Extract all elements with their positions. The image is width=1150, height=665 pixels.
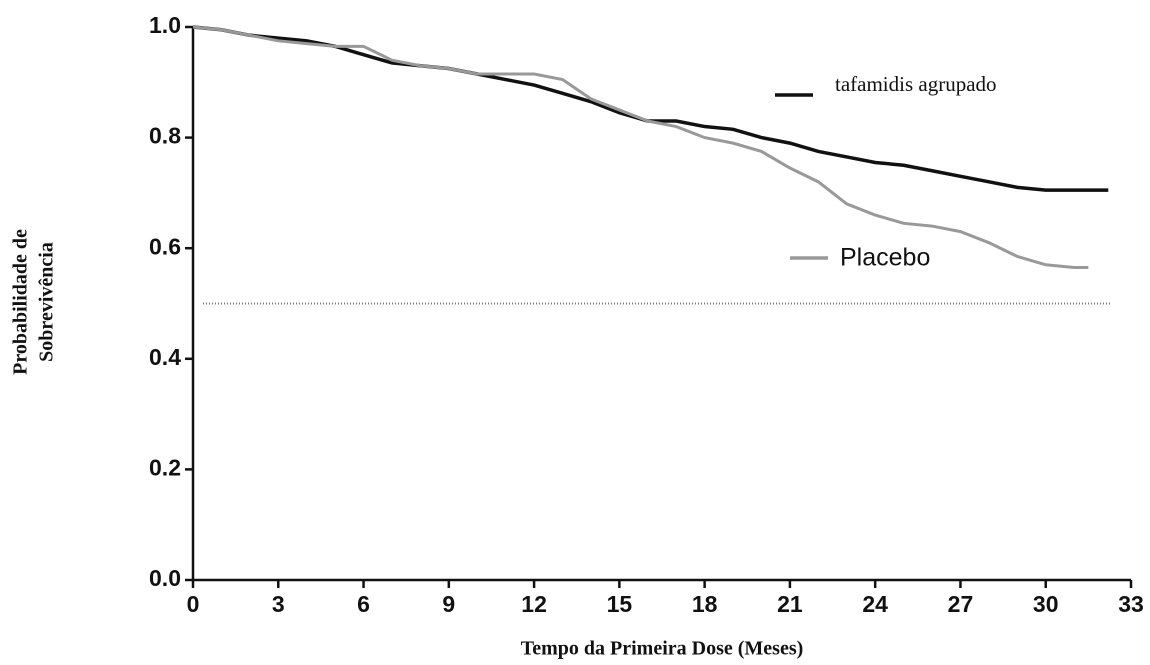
- x-tick-label: 33: [1118, 591, 1144, 617]
- legend-label: tafamidis agrupado: [835, 72, 997, 96]
- y-tick-label: 0.0: [149, 565, 181, 591]
- y-axis-title: Sobrevivência: [36, 242, 58, 362]
- y-tick-label: 0.4: [149, 344, 181, 370]
- x-tick-label: 12: [521, 591, 547, 617]
- x-tick-label: 18: [692, 591, 718, 617]
- y-tick-label: 1.0: [149, 12, 181, 38]
- x-tick-label: 30: [1033, 591, 1059, 617]
- x-tick-label: 24: [862, 591, 888, 617]
- y-tick-label: 0.8: [149, 123, 181, 149]
- x-tick-label: 0: [187, 591, 200, 617]
- survival-curve: [192, 25, 1109, 192]
- survival-curve: [192, 25, 1089, 270]
- x-tick-label: 9: [442, 591, 455, 617]
- y-axis-title: Probabilidade de: [10, 229, 32, 375]
- x-tick-label: 3: [272, 591, 285, 617]
- x-tick-label: 21: [777, 591, 803, 617]
- x-tick-label: 15: [607, 591, 633, 617]
- x-tick-label: 27: [948, 591, 974, 617]
- legend-label: Placebo: [840, 244, 930, 272]
- y-tick-label: 0.2: [149, 454, 181, 480]
- x-axis-title: Tempo da Primeira Dose (Meses): [521, 638, 804, 660]
- x-tick-label: 6: [357, 591, 370, 617]
- y-tick-label: 0.6: [149, 233, 181, 259]
